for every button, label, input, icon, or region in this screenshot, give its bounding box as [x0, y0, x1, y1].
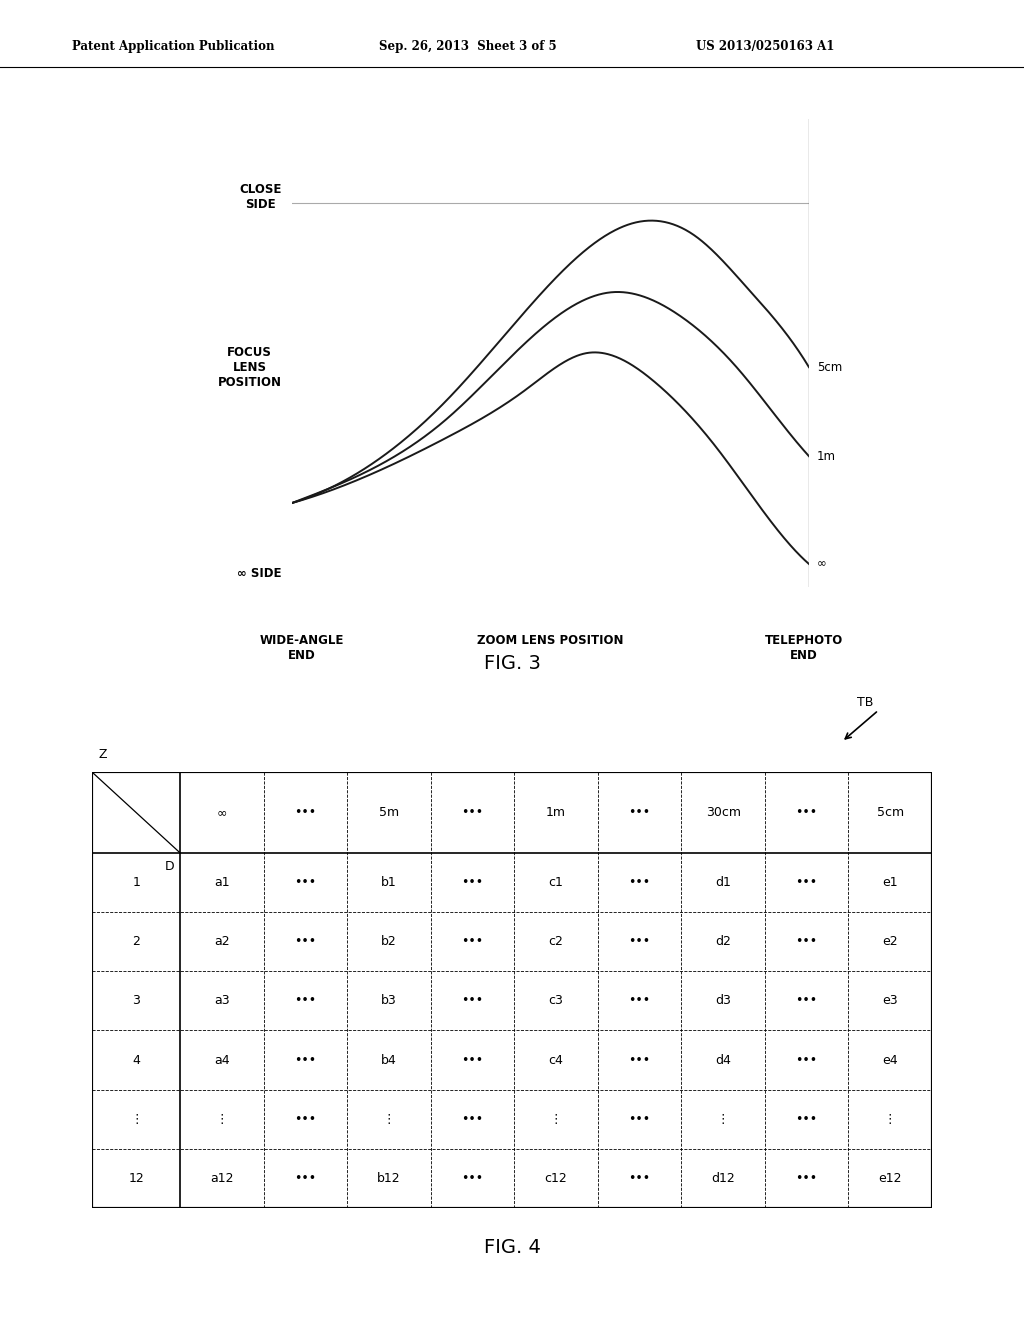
- Text: •••: •••: [462, 994, 483, 1007]
- Text: b4: b4: [381, 1053, 397, 1067]
- Text: FOCUS
LENS
POSITION: FOCUS LENS POSITION: [217, 346, 282, 388]
- Text: c2: c2: [549, 936, 563, 948]
- Text: c4: c4: [549, 1053, 563, 1067]
- Text: ⋮: ⋮: [130, 1113, 142, 1126]
- Text: d12: d12: [712, 1172, 735, 1185]
- Text: •••: •••: [295, 807, 316, 820]
- Text: TB: TB: [857, 696, 873, 709]
- Text: a2: a2: [214, 936, 230, 948]
- Text: b1: b1: [381, 876, 397, 890]
- Text: •••: •••: [796, 1053, 817, 1067]
- Text: ⋮: ⋮: [383, 1113, 395, 1126]
- Text: •••: •••: [462, 1172, 483, 1185]
- Text: ⋮: ⋮: [550, 1113, 562, 1126]
- Text: D: D: [165, 859, 174, 873]
- Text: •••: •••: [629, 1113, 650, 1126]
- Text: 1m: 1m: [546, 807, 566, 820]
- Text: e3: e3: [883, 994, 898, 1007]
- Text: ∞ SIDE: ∞ SIDE: [238, 566, 282, 579]
- Text: •••: •••: [295, 1053, 316, 1067]
- Text: a12: a12: [210, 1172, 233, 1185]
- Text: •••: •••: [629, 876, 650, 890]
- Text: •••: •••: [796, 1172, 817, 1185]
- Text: 30cm: 30cm: [706, 807, 740, 820]
- Text: •••: •••: [295, 1113, 316, 1126]
- Text: FIG. 4: FIG. 4: [483, 1238, 541, 1257]
- Text: 1: 1: [132, 876, 140, 890]
- Text: 1m: 1m: [817, 450, 836, 463]
- Text: Z: Z: [99, 748, 108, 762]
- Text: Patent Application Publication: Patent Application Publication: [72, 40, 274, 53]
- Text: ∞: ∞: [817, 557, 826, 570]
- Text: •••: •••: [295, 994, 316, 1007]
- Text: •••: •••: [462, 936, 483, 948]
- Text: •••: •••: [796, 876, 817, 890]
- Text: e4: e4: [883, 1053, 898, 1067]
- Text: d4: d4: [715, 1053, 731, 1067]
- Text: ∞: ∞: [217, 807, 227, 820]
- Text: •••: •••: [796, 1113, 817, 1126]
- Text: 5cm: 5cm: [877, 807, 903, 820]
- Text: e2: e2: [883, 936, 898, 948]
- Text: c3: c3: [549, 994, 563, 1007]
- Text: b3: b3: [381, 994, 397, 1007]
- Text: a4: a4: [214, 1053, 230, 1067]
- Text: 3: 3: [132, 994, 140, 1007]
- Text: •••: •••: [629, 994, 650, 1007]
- Text: Sep. 26, 2013  Sheet 3 of 5: Sep. 26, 2013 Sheet 3 of 5: [379, 40, 556, 53]
- Text: •••: •••: [629, 807, 650, 820]
- Text: e1: e1: [883, 876, 898, 890]
- Text: •••: •••: [629, 1053, 650, 1067]
- Text: •••: •••: [796, 936, 817, 948]
- Text: CLOSE
SIDE: CLOSE SIDE: [240, 182, 282, 211]
- Text: 4: 4: [132, 1053, 140, 1067]
- Text: 5cm: 5cm: [817, 360, 842, 374]
- Text: TELEPHOTO
END: TELEPHOTO END: [765, 634, 843, 661]
- Text: c1: c1: [549, 876, 563, 890]
- Text: b12: b12: [377, 1172, 400, 1185]
- Text: •••: •••: [462, 876, 483, 890]
- Text: •••: •••: [295, 936, 316, 948]
- Text: ⋮: ⋮: [717, 1113, 729, 1126]
- Text: •••: •••: [796, 994, 817, 1007]
- Text: ⋮: ⋮: [216, 1113, 228, 1126]
- Text: 12: 12: [128, 1172, 144, 1185]
- Text: •••: •••: [295, 876, 316, 890]
- Text: e12: e12: [879, 1172, 902, 1185]
- Text: b2: b2: [381, 936, 397, 948]
- Text: a1: a1: [214, 876, 230, 890]
- Text: ZOOM LENS POSITION: ZOOM LENS POSITION: [477, 634, 624, 647]
- Text: •••: •••: [462, 807, 483, 820]
- Text: d3: d3: [715, 994, 731, 1007]
- Text: c12: c12: [545, 1172, 567, 1185]
- Text: •••: •••: [462, 1053, 483, 1067]
- Text: 2: 2: [132, 936, 140, 948]
- Text: US 2013/0250163 A1: US 2013/0250163 A1: [696, 40, 835, 53]
- Text: a3: a3: [214, 994, 230, 1007]
- Text: d2: d2: [715, 936, 731, 948]
- Text: •••: •••: [796, 807, 817, 820]
- Text: FIG. 3: FIG. 3: [483, 655, 541, 673]
- Text: •••: •••: [462, 1113, 483, 1126]
- Text: •••: •••: [295, 1172, 316, 1185]
- Text: ⋮: ⋮: [884, 1113, 896, 1126]
- Text: WIDE-ANGLE
END: WIDE-ANGLE END: [260, 634, 344, 661]
- Text: d1: d1: [715, 876, 731, 890]
- Text: •••: •••: [629, 936, 650, 948]
- Text: •••: •••: [629, 1172, 650, 1185]
- Text: 5m: 5m: [379, 807, 399, 820]
